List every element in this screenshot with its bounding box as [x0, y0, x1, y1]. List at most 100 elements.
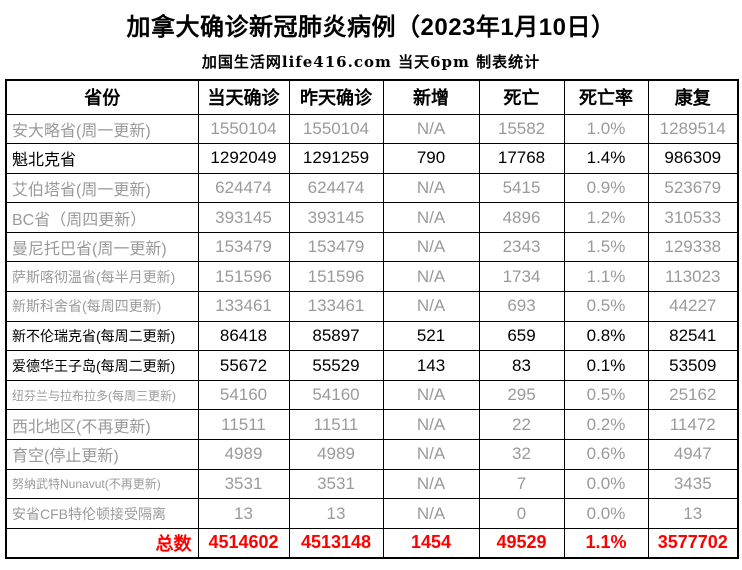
- yesterday-cell: 1291259: [288, 143, 384, 174]
- death-rate-cell: 0.0%: [563, 498, 649, 529]
- yesterday-cell: 54160: [288, 379, 384, 411]
- province-cell: 新斯科舍省(每周四更新): [5, 291, 199, 322]
- yesterday-cell: 13: [288, 498, 384, 529]
- table-row: 新斯科舍省(每周四更新) 133461 133461 N/A 693 0.5% …: [5, 291, 739, 322]
- table-row: 新不伦瑞克省(每周二更新) 86418 85897 521 659 0.8% 8…: [5, 320, 739, 352]
- death-rate-cell: 1.5%: [563, 231, 649, 263]
- death-rate-cell: 1.1%: [563, 261, 649, 293]
- new-cell: N/A: [382, 409, 480, 441]
- new-cell: N/A: [382, 172, 480, 204]
- header-row: 省份 当天确诊 昨天确诊 新增 死亡 死亡率 康复: [5, 79, 739, 115]
- yesterday-cell: 624474: [288, 172, 384, 204]
- deaths-cell: 32: [478, 439, 565, 470]
- recovered-cell: 25162: [647, 379, 739, 411]
- today-cell: 153479: [197, 231, 290, 263]
- today-cell: 1292049: [197, 143, 290, 174]
- today-cell: 13: [197, 498, 290, 529]
- province-cell: 纽芬兰与拉布拉多(每周三更新): [5, 379, 199, 411]
- total-row: 总数 4514602 4513148 1454 49529 1.1% 35777…: [5, 527, 739, 559]
- col-header-yesterday: 昨天确诊: [288, 79, 384, 115]
- death-rate-cell: 0.5%: [563, 291, 649, 322]
- new-cell: N/A: [382, 231, 480, 263]
- recovered-cell: 1289514: [647, 113, 739, 145]
- new-cell: N/A: [382, 498, 480, 529]
- province-cell: 育空(停止更新): [5, 439, 199, 470]
- recovered-cell: 129338: [647, 231, 739, 263]
- col-header-death-rate: 死亡率: [563, 79, 649, 115]
- today-cell: 4989: [197, 439, 290, 470]
- death-rate-cell: 1.4%: [563, 143, 649, 174]
- total-yesterday-cell: 4513148: [288, 527, 384, 559]
- table-row: 艾伯塔省(周一更新) 624474 624474 N/A 5415 0.9% 5…: [5, 172, 739, 204]
- yesterday-cell: 3531: [288, 468, 384, 500]
- table-row: 纽芬兰与拉布拉多(每周三更新) 54160 54160 N/A 295 0.5%…: [5, 379, 739, 411]
- deaths-cell: 5415: [478, 172, 565, 204]
- yesterday-cell: 11511: [288, 409, 384, 441]
- deaths-cell: 7: [478, 468, 565, 500]
- table-row: 努纳武特Nunavut(不再更新) 3531 3531 N/A 7 0.0% 3…: [5, 468, 739, 500]
- recovered-cell: 4947: [647, 439, 739, 470]
- new-cell: N/A: [382, 468, 480, 500]
- today-cell: 151596: [197, 261, 290, 293]
- new-cell: 143: [382, 350, 480, 381]
- deaths-cell: 1734: [478, 261, 565, 293]
- yesterday-cell: 1550104: [288, 113, 384, 145]
- deaths-cell: 22: [478, 409, 565, 441]
- recovered-cell: 11472: [647, 409, 739, 441]
- new-cell: N/A: [382, 439, 480, 470]
- province-cell: 努纳武特Nunavut(不再更新): [5, 468, 199, 500]
- deaths-cell: 17768: [478, 143, 565, 174]
- table-row: 爱德华王子岛(每周二更新) 55672 55529 143 83 0.1% 53…: [5, 350, 739, 381]
- total-today-cell: 4514602: [197, 527, 290, 559]
- recovered-cell: 82541: [647, 320, 739, 352]
- table-row: 育空(停止更新) 4989 4989 N/A 32 0.6% 4947: [5, 439, 739, 470]
- total-recovered-cell: 3577702: [647, 527, 739, 559]
- today-cell: 86418: [197, 320, 290, 352]
- new-cell: 790: [382, 143, 480, 174]
- yesterday-cell: 85897: [288, 320, 384, 352]
- table-row: 曼尼托巴省(周一更新) 153479 153479 N/A 2343 1.5% …: [5, 231, 739, 263]
- province-cell: 曼尼托巴省(周一更新): [5, 231, 199, 263]
- province-cell: 魁北克省: [5, 143, 199, 174]
- province-cell: 西北地区(不再更新): [5, 409, 199, 441]
- table-row: BC省（周四更新） 393145 393145 N/A 4896 1.2% 31…: [5, 202, 739, 233]
- province-cell: BC省（周四更新）: [5, 202, 199, 233]
- recovered-cell: 310533: [647, 202, 739, 233]
- death-rate-cell: 0.9%: [563, 172, 649, 204]
- page-title: 加拿大确诊新冠肺炎病例（2023年1月10日）: [126, 14, 616, 41]
- new-cell: N/A: [382, 379, 480, 411]
- new-cell: 521: [382, 320, 480, 352]
- province-cell: 艾伯塔省(周一更新): [5, 172, 199, 204]
- new-cell: N/A: [382, 113, 480, 145]
- today-cell: 3531: [197, 468, 290, 500]
- yesterday-cell: 4989: [288, 439, 384, 470]
- recovered-cell: 44227: [647, 291, 739, 322]
- covid-table: 省份 当天确诊 昨天确诊 新增 死亡 死亡率 康复 安大略省(周一更新) 155…: [5, 79, 739, 559]
- yesterday-cell: 133461: [288, 291, 384, 322]
- col-header-today: 当天确诊: [197, 79, 290, 115]
- new-cell: N/A: [382, 291, 480, 322]
- col-header-new: 新增: [382, 79, 480, 115]
- table-row: 萨斯喀彻温省(每半月更新) 151596 151596 N/A 1734 1.1…: [5, 261, 739, 293]
- deaths-cell: 659: [478, 320, 565, 352]
- recovered-cell: 53509: [647, 350, 739, 381]
- deaths-cell: 693: [478, 291, 565, 322]
- today-cell: 55672: [197, 350, 290, 381]
- death-rate-cell: 0.6%: [563, 439, 649, 470]
- province-cell: 安省CFB特伦顿接受隔离: [5, 498, 199, 529]
- death-rate-cell: 0.0%: [563, 468, 649, 500]
- province-cell: 新不伦瑞克省(每周二更新): [5, 320, 199, 352]
- province-cell: 萨斯喀彻温省(每半月更新): [5, 261, 199, 293]
- death-rate-cell: 0.5%: [563, 379, 649, 411]
- today-cell: 133461: [197, 291, 290, 322]
- today-cell: 1550104: [197, 113, 290, 145]
- today-cell: 393145: [197, 202, 290, 233]
- recovered-cell: 986309: [647, 143, 739, 174]
- death-rate-cell: 0.8%: [563, 320, 649, 352]
- table-row: 魁北克省 1292049 1291259 790 17768 1.4% 9863…: [5, 143, 739, 174]
- table-row: 安大略省(周一更新) 1550104 1550104 N/A 15582 1.0…: [5, 113, 739, 145]
- province-cell: 爱德华王子岛(每周二更新): [5, 350, 199, 381]
- yesterday-cell: 393145: [288, 202, 384, 233]
- death-rate-cell: 0.2%: [563, 409, 649, 441]
